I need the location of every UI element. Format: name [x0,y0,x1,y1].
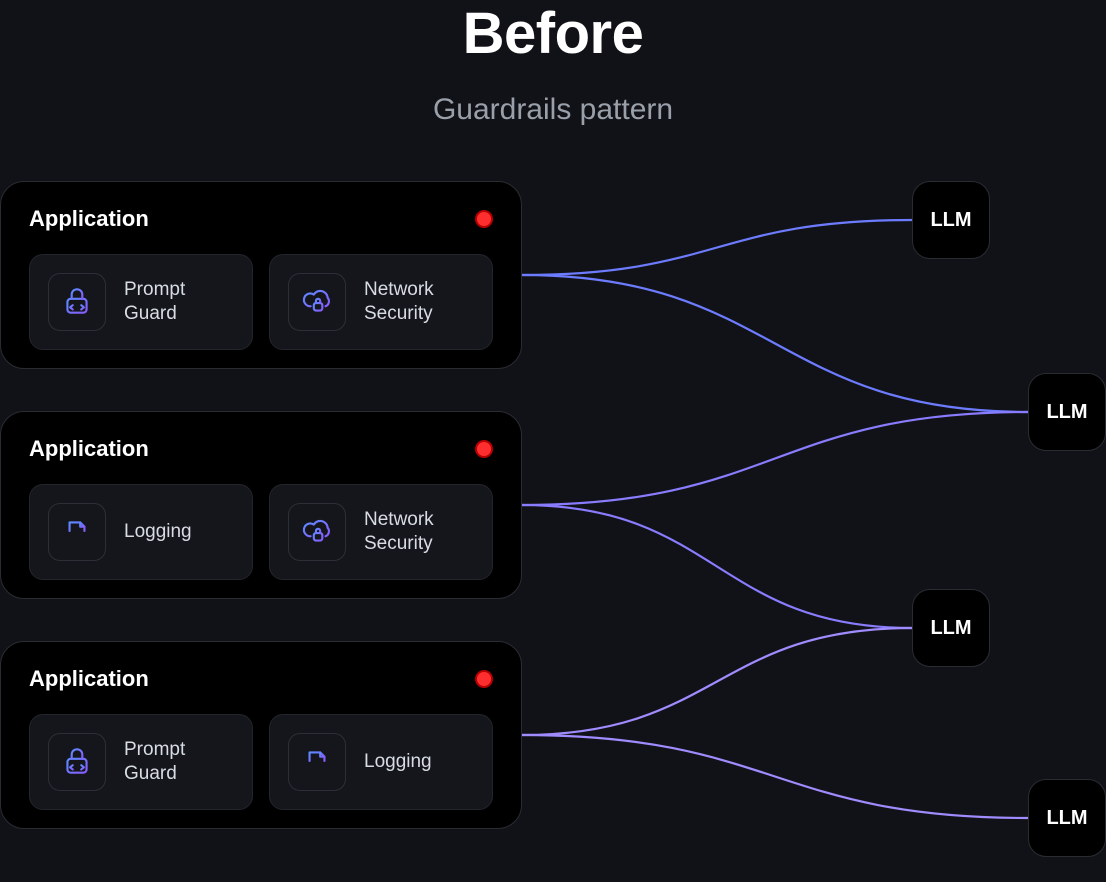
shred-icon [288,733,346,791]
application-card: Application PromptGuard Logging [0,641,522,829]
component-chip: PromptGuard [29,714,253,810]
component-chip: Logging [29,484,253,580]
connector-wire [522,220,912,275]
component-label: PromptGuard [124,278,185,326]
lock-code-icon [48,273,106,331]
application-title: Application [29,436,149,462]
component-label: NetworkSecurity [364,278,434,326]
application-card: Application PromptGuard NetworkSecurity [0,181,522,369]
status-dot-icon [475,210,493,228]
llm-node: LLM [1028,779,1106,857]
connector-wire [522,735,1028,818]
lock-code-icon [48,733,106,791]
application-card: Application Logging NetworkSecurity [0,411,522,599]
component-label: NetworkSecurity [364,508,434,556]
llm-node: LLM [912,181,990,259]
status-dot-icon [475,440,493,458]
application-title: Application [29,206,149,232]
cloud-lock-icon [288,273,346,331]
component-chip: Logging [269,714,493,810]
status-dot-icon [475,670,493,688]
header: Before Guardrails pattern [0,0,1106,127]
connector-wire [522,505,912,628]
component-label: PromptGuard [124,738,185,786]
page-title: Before [0,0,1106,67]
llm-node: LLM [912,589,990,667]
llm-node: LLM [1028,373,1106,451]
cloud-lock-icon [288,503,346,561]
component-chip: NetworkSecurity [269,254,493,350]
page-subtitle: Guardrails pattern [0,93,1106,127]
shred-icon [48,503,106,561]
connector-wire [522,412,1028,505]
connector-wire [522,275,1028,412]
component-label: Logging [364,750,432,774]
component-label: Logging [124,520,192,544]
diagram-stage: ApplicationPromptGuardNetworkSecurityApp… [0,151,1106,851]
component-chip: PromptGuard [29,254,253,350]
connector-wire [522,628,912,735]
component-chip: NetworkSecurity [269,484,493,580]
application-title: Application [29,666,149,692]
